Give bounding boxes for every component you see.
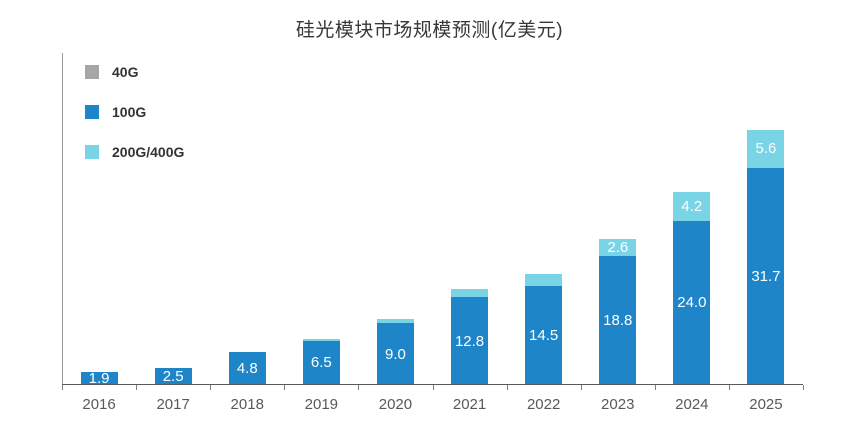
bar-segment: 4.2 bbox=[673, 191, 711, 221]
bar-value-label: 4.2 bbox=[681, 197, 703, 215]
bar-segment bbox=[376, 318, 414, 324]
x-axis-labels: 2016 2017 2018 2019 2020 2021 2022 2023 2024 2025 bbox=[62, 53, 803, 413]
axis-tick bbox=[432, 385, 434, 390]
legend-item-100g: 100G bbox=[85, 104, 184, 120]
legend-swatch-40g-icon bbox=[85, 65, 99, 79]
bar-segment: 9.0 bbox=[376, 323, 414, 385]
chart-title: 硅光模块市场规模预测(亿美元) bbox=[295, 20, 564, 41]
x-axis-ticks bbox=[62, 53, 804, 390]
x-axis-label: 2024 bbox=[675, 396, 709, 413]
bars-container: 1.9 2.5 4.8 6.5 9.0 12.8 14.5 18.8 2.6 24.0 4.2 31.… bbox=[62, 53, 803, 387]
bar-value-label: 9.0 bbox=[385, 345, 406, 363]
x-axis-label: 2022 bbox=[526, 396, 561, 413]
bar-value-label: 18.8 bbox=[603, 312, 633, 330]
plot-area: 1.9 2.5 4.8 6.5 9.0 12.8 14.5 18.8 2.6 24.0 4.2 31.… bbox=[62, 53, 804, 413]
legend-label-200g-400g: 200G/400G bbox=[112, 144, 185, 160]
bar-segment: 14.5 bbox=[525, 285, 563, 385]
legend-item-200g-400g: 200G/400G bbox=[85, 144, 185, 160]
bar-segment: 5.6 bbox=[747, 129, 785, 169]
bar-value-label: 1.9 bbox=[88, 370, 110, 387]
legend-item-40g: 40G bbox=[85, 64, 184, 80]
axis-tick bbox=[284, 385, 286, 390]
bar-segment: 18.8 bbox=[599, 256, 637, 385]
axis-tick bbox=[62, 385, 63, 390]
x-axis-label: 2019 bbox=[304, 396, 339, 413]
axis-tick bbox=[136, 385, 138, 390]
bar-segment: 1.9 bbox=[80, 370, 118, 387]
bar-segment: 31.7 bbox=[747, 168, 785, 385]
bar-segment: 2.5 bbox=[154, 367, 192, 385]
legend-swatch-100g-icon bbox=[85, 105, 99, 119]
bar-value-label: 31.7 bbox=[751, 268, 781, 285]
bar-segment: 12.8 bbox=[451, 297, 489, 385]
x-axis-label: 2021 bbox=[452, 396, 487, 413]
y-axis-line bbox=[62, 53, 63, 385]
axis-tick bbox=[654, 385, 656, 390]
bar-segment bbox=[451, 288, 489, 298]
axis-tick bbox=[358, 385, 360, 390]
bar-value-label: 12.8 bbox=[454, 332, 485, 350]
x-axis-label: 2018 bbox=[230, 396, 264, 413]
bar-value-label: 24.0 bbox=[677, 294, 707, 312]
axis-tick bbox=[580, 385, 582, 390]
bar-segment: 4.8 bbox=[228, 352, 266, 385]
x-axis-label: 2017 bbox=[156, 396, 190, 413]
bar-segment bbox=[525, 274, 563, 286]
axis-tick bbox=[803, 385, 804, 390]
legend-label-40g: 40G bbox=[112, 64, 139, 80]
legend: 40G 100G 200G/400G bbox=[85, 64, 185, 185]
legend-label-100g: 100G bbox=[112, 104, 147, 120]
legend-swatch-200g-400g-icon bbox=[85, 145, 99, 159]
bar-segment: 24.0 bbox=[673, 220, 711, 385]
bar-segment: 6.5 bbox=[302, 340, 340, 385]
bar-segment: 2.6 bbox=[599, 238, 637, 257]
bar-value-label: 2.5 bbox=[162, 367, 184, 385]
x-axis-line bbox=[62, 384, 803, 385]
bar-value-label: 2.6 bbox=[607, 238, 629, 256]
x-axis-label: 2023 bbox=[601, 396, 635, 413]
axis-tick bbox=[728, 385, 730, 390]
x-axis-label: 2020 bbox=[378, 396, 413, 413]
bar-value-label: 14.5 bbox=[529, 326, 559, 344]
x-axis-label: 2016 bbox=[82, 396, 116, 413]
bar-value-label: 6.5 bbox=[310, 354, 332, 372]
bar-value-label: 5.6 bbox=[755, 140, 777, 158]
axis-tick bbox=[210, 385, 212, 390]
x-axis-label: 2025 bbox=[749, 396, 783, 413]
bar-value-label: 4.8 bbox=[236, 360, 258, 378]
axis-tick bbox=[506, 385, 508, 390]
bar-segment bbox=[302, 339, 340, 341]
